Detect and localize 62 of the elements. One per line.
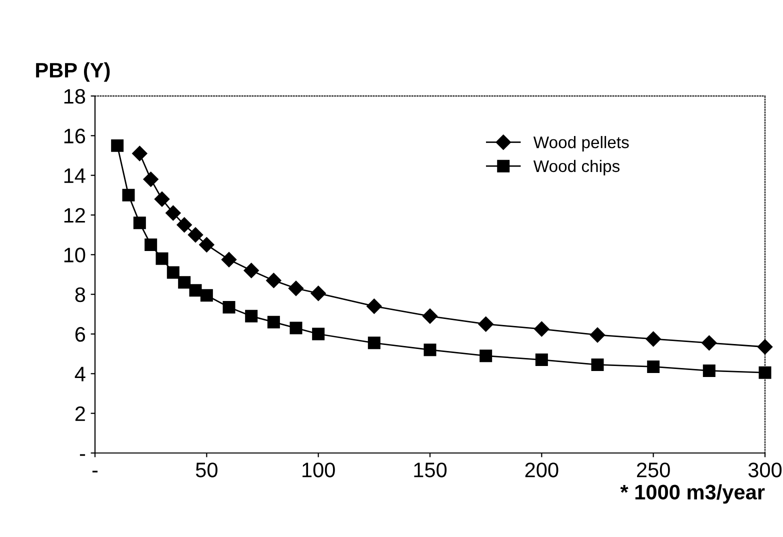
y-tick-label: 14	[64, 168, 86, 183]
point	[480, 350, 492, 362]
y-tick-label: 2	[75, 406, 85, 421]
point	[244, 262, 259, 278]
point	[702, 364, 716, 377]
x-tick-label: 300	[748, 462, 782, 478]
y-axis-title: PBP (Y)	[36, 62, 110, 82]
x-tick-label: 150	[414, 462, 447, 478]
point	[647, 360, 660, 373]
point	[222, 300, 236, 314]
point	[221, 252, 237, 268]
x-axis-title: * 1000 m3/year	[620, 484, 765, 504]
point	[144, 238, 158, 251]
y-tick-label: 12	[64, 208, 85, 223]
y-tick-label: 18	[64, 89, 86, 104]
point	[534, 321, 550, 337]
point	[757, 339, 773, 354]
y-tick-label: 8	[75, 287, 86, 302]
point	[590, 327, 606, 343]
point	[122, 188, 135, 202]
x-tick-label: 100	[302, 462, 335, 478]
point	[535, 354, 548, 366]
x-tick-label: 50	[196, 462, 218, 478]
point	[424, 344, 436, 356]
point	[368, 336, 380, 350]
point	[266, 272, 282, 288]
point	[132, 146, 148, 162]
legend-label: Wood pellets	[533, 136, 629, 152]
point	[702, 335, 717, 350]
point	[267, 316, 280, 328]
y-tick-label: 6	[75, 327, 86, 342]
x-tick-label: 250	[637, 462, 670, 478]
point	[154, 192, 170, 207]
y-tick-label: 16	[64, 128, 86, 144]
y-tick-label: 4	[74, 366, 86, 382]
point	[478, 316, 494, 332]
point	[111, 139, 124, 152]
point	[133, 216, 146, 230]
point	[422, 308, 438, 324]
point	[143, 172, 158, 187]
point	[199, 237, 214, 252]
point	[166, 266, 180, 279]
point	[189, 284, 202, 297]
point	[200, 289, 213, 302]
point	[290, 322, 302, 334]
y-tick-label: 10	[64, 248, 86, 262]
point	[288, 280, 304, 296]
legend-label: Wood chips	[533, 160, 620, 176]
point	[646, 331, 661, 347]
point	[245, 310, 258, 322]
point	[758, 366, 772, 379]
point	[178, 276, 191, 289]
x-tick-label: 200	[525, 462, 558, 478]
point	[176, 217, 192, 232]
y-tick-label: -	[80, 454, 86, 456]
point	[188, 227, 204, 242]
point	[591, 358, 604, 371]
point	[166, 205, 181, 221]
point	[312, 328, 325, 340]
point	[156, 252, 168, 265]
point	[366, 298, 382, 314]
point	[310, 286, 326, 301]
